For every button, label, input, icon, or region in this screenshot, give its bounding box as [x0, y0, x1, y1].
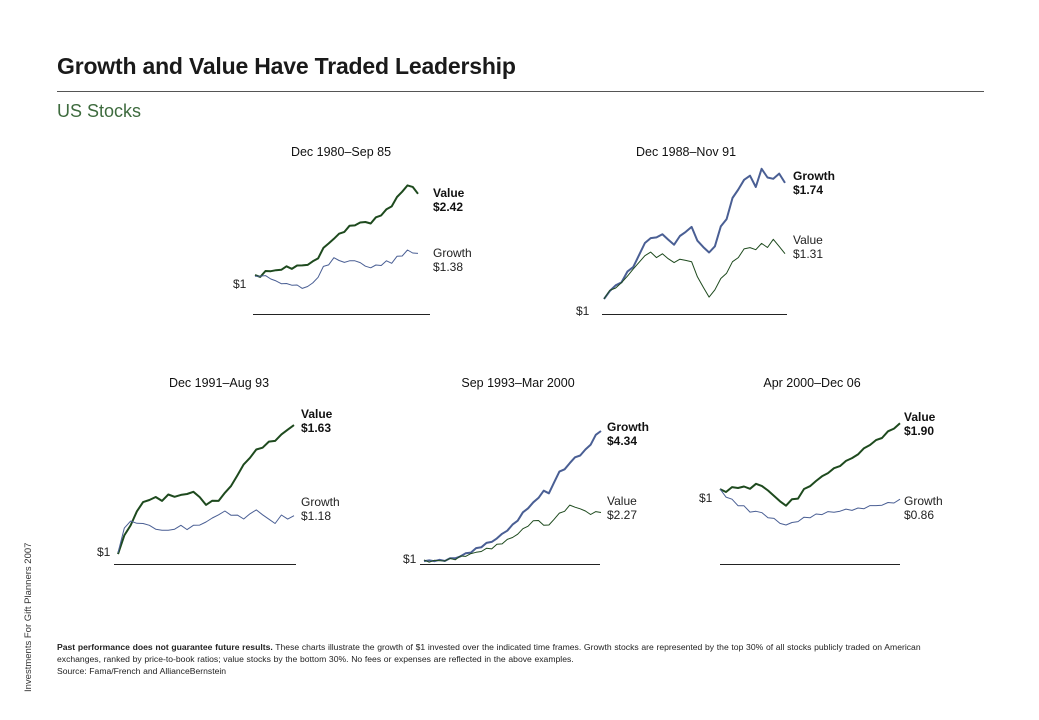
- footer-bold-text: Past performance does not guarantee futu…: [57, 642, 273, 652]
- series-name: Value: [793, 233, 823, 247]
- series-line-growth: [117, 509, 295, 553]
- chart-title: Apr 2000–Dec 06: [763, 376, 861, 390]
- series-name: Growth: [793, 169, 835, 183]
- title-rule: [57, 91, 984, 92]
- series-end-value: $2.42: [433, 200, 464, 214]
- series-label-growth: Growth $1.74: [793, 169, 835, 197]
- series-name: Value: [433, 186, 465, 200]
- footer-source: Source: Fama/French and AllianceBernstei…: [57, 666, 227, 676]
- chart-baseline: [420, 564, 600, 565]
- series-label-value: Value $1.90: [904, 410, 935, 438]
- footer-disclaimer: Past performance does not guarantee futu…: [57, 641, 967, 677]
- series-name: Value: [607, 494, 637, 508]
- series-name: Growth: [607, 420, 649, 434]
- series-end-value: $1.63: [301, 421, 332, 435]
- series-label-value: Value $2.27: [607, 494, 637, 522]
- series-end-value: $4.34: [607, 434, 638, 448]
- chart-title: Dec 1991–Aug 93: [168, 376, 270, 390]
- baseline-label: $1: [233, 277, 247, 291]
- page-title: Growth and Value Have Traded Leadership: [57, 53, 516, 79]
- series-name: Value: [904, 410, 936, 424]
- series-end-value: $0.86: [904, 508, 935, 522]
- series-name: Growth: [904, 494, 943, 508]
- series-end-value: $1.18: [301, 509, 332, 523]
- chart-title: Sep 1993–Mar 2000: [461, 376, 575, 390]
- series-line-value: [719, 422, 901, 507]
- series-line-value: [254, 184, 419, 278]
- series-end-value: $2.27: [607, 508, 638, 522]
- series-line-growth: [603, 167, 786, 300]
- series-label-value: Value $1.63: [301, 407, 332, 435]
- chart-baseline: [114, 564, 296, 565]
- chart-baseline: [720, 564, 900, 565]
- baseline-label: $1: [576, 304, 590, 318]
- series-name: Value: [301, 407, 333, 421]
- series-end-value: $1.38: [433, 260, 464, 274]
- footer-body-text: These charts illustrate the growth of $1…: [57, 642, 921, 664]
- series-label-growth: Growth $0.86: [904, 494, 943, 522]
- series-name: Growth: [433, 246, 472, 260]
- series-label-growth: Growth $1.38: [433, 246, 472, 274]
- baseline-label: $1: [97, 545, 111, 559]
- baseline-label: $1: [403, 552, 417, 566]
- series-line-value: [603, 238, 786, 300]
- chart-baseline: [253, 314, 430, 315]
- series-line-value: [117, 424, 295, 555]
- series-label-value: Value $2.42: [433, 186, 464, 214]
- series-line-growth: [719, 488, 901, 526]
- series-line-value: [423, 504, 602, 563]
- series-label-value: Value $1.31: [793, 233, 823, 261]
- series-name: Growth: [301, 495, 340, 509]
- series-end-value: $1.31: [793, 247, 824, 261]
- side-note: Investments For Gift Planners 2007: [23, 542, 34, 692]
- series-end-value: $1.74: [793, 183, 824, 197]
- series-label-growth: Growth $4.34: [607, 420, 649, 448]
- series-line-growth: [423, 430, 602, 563]
- page-subtitle: US Stocks: [57, 101, 142, 121]
- chart-title: Dec 1988–Nov 91: [635, 145, 737, 159]
- series-line-growth: [254, 249, 419, 289]
- chart-title: Dec 1980–Sep 85: [290, 145, 392, 159]
- baseline-label: $1: [699, 491, 713, 505]
- series-end-value: $1.90: [904, 424, 935, 438]
- chart-baseline: [602, 314, 787, 315]
- series-label-growth: Growth $1.18: [301, 495, 340, 523]
